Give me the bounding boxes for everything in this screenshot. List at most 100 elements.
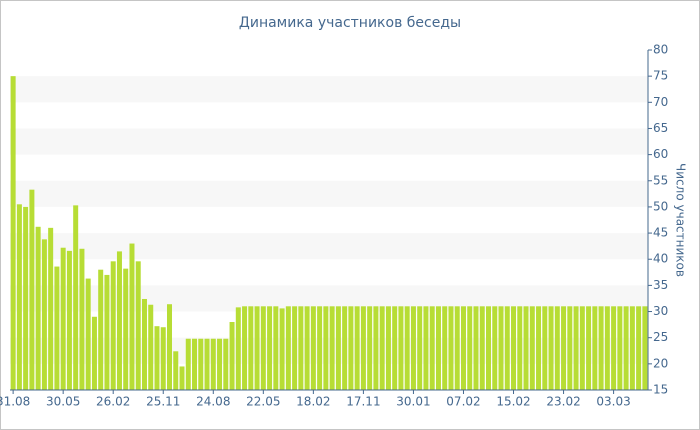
bar xyxy=(523,306,529,390)
bar xyxy=(73,205,79,390)
y-tick-label: 45 xyxy=(653,226,668,240)
bar xyxy=(460,306,466,390)
bar xyxy=(29,189,35,390)
bar xyxy=(467,306,473,390)
bar xyxy=(617,306,623,390)
y-tick-label: 20 xyxy=(653,356,668,370)
bar xyxy=(248,306,254,390)
bar xyxy=(492,306,498,390)
bar xyxy=(598,306,604,390)
bar xyxy=(404,306,410,390)
y-tick-label: 30 xyxy=(653,304,668,318)
bar xyxy=(604,306,610,390)
bar xyxy=(298,306,304,390)
x-tick-label: 30.01 xyxy=(396,395,430,409)
bar xyxy=(611,306,617,390)
x-tick-label: 17.11 xyxy=(346,395,380,409)
grid-band xyxy=(10,76,648,103)
bar xyxy=(110,261,116,390)
bar xyxy=(385,306,391,390)
bar xyxy=(304,306,310,390)
bar xyxy=(91,316,97,390)
bar xyxy=(267,306,273,390)
bar xyxy=(329,306,335,390)
bar xyxy=(561,306,567,390)
x-tick-label: 22.05 xyxy=(246,395,280,409)
x-tick-label: 25.11 xyxy=(146,395,180,409)
bar xyxy=(185,338,191,390)
bar xyxy=(192,338,198,390)
bar xyxy=(529,306,535,390)
bar xyxy=(60,247,66,390)
bar xyxy=(379,306,385,390)
y-tick-label: 75 xyxy=(653,69,668,83)
x-tick-label: 30.05 xyxy=(46,395,80,409)
bar xyxy=(435,306,441,390)
bar xyxy=(235,307,241,390)
grid-band xyxy=(10,233,648,260)
bar xyxy=(116,251,122,390)
bar xyxy=(279,308,285,390)
bar xyxy=(442,306,448,390)
bar xyxy=(154,326,160,390)
grid-band xyxy=(10,285,648,312)
bar xyxy=(10,76,16,391)
y-tick-label: 25 xyxy=(653,330,668,344)
bar xyxy=(160,327,166,390)
x-tick-label: 07.02 xyxy=(446,395,480,409)
bar xyxy=(579,306,585,390)
bar xyxy=(335,306,341,390)
x-tick-label: 24.08 xyxy=(196,395,230,409)
bar xyxy=(310,306,316,390)
x-tick-label: 23.02 xyxy=(546,395,580,409)
bar xyxy=(473,306,479,390)
bar xyxy=(354,306,360,390)
bar xyxy=(498,306,504,390)
y-tick-label: 80 xyxy=(653,43,668,57)
bar xyxy=(223,338,229,390)
bar xyxy=(548,306,554,390)
grid-band xyxy=(10,128,648,155)
bar xyxy=(217,338,223,390)
bar xyxy=(66,250,72,390)
grid-band xyxy=(10,337,648,364)
bar xyxy=(367,306,373,390)
bar xyxy=(210,338,216,390)
bar xyxy=(85,278,91,390)
bar xyxy=(511,306,517,390)
bar xyxy=(567,306,573,390)
bar xyxy=(542,306,548,390)
bar xyxy=(179,366,185,390)
bar xyxy=(317,306,323,390)
bar xyxy=(517,306,523,390)
bar xyxy=(323,306,329,390)
bar xyxy=(360,306,366,390)
bar xyxy=(485,306,492,390)
bar xyxy=(104,274,110,390)
bar xyxy=(454,306,460,390)
bar xyxy=(536,306,542,390)
bar xyxy=(198,338,204,390)
bar xyxy=(98,269,104,390)
bar xyxy=(285,306,291,390)
x-tick-label: 15.02 xyxy=(496,395,530,409)
bar xyxy=(392,306,398,390)
y-axis-label: Число участников xyxy=(674,163,688,277)
x-tick-label: 31.08 xyxy=(0,395,30,409)
bar xyxy=(260,306,266,390)
y-tick-label: 50 xyxy=(653,199,668,213)
bar xyxy=(573,306,579,390)
bar xyxy=(504,306,510,390)
bar xyxy=(373,306,379,390)
y-tick-label: 35 xyxy=(653,278,668,292)
bar xyxy=(41,239,47,390)
bar xyxy=(642,306,648,390)
bar xyxy=(292,306,298,390)
bar xyxy=(16,204,22,390)
y-tick-label: 65 xyxy=(653,121,668,135)
bar xyxy=(135,261,141,390)
grid-band xyxy=(10,180,648,207)
bar xyxy=(166,304,173,390)
bar xyxy=(348,306,354,390)
